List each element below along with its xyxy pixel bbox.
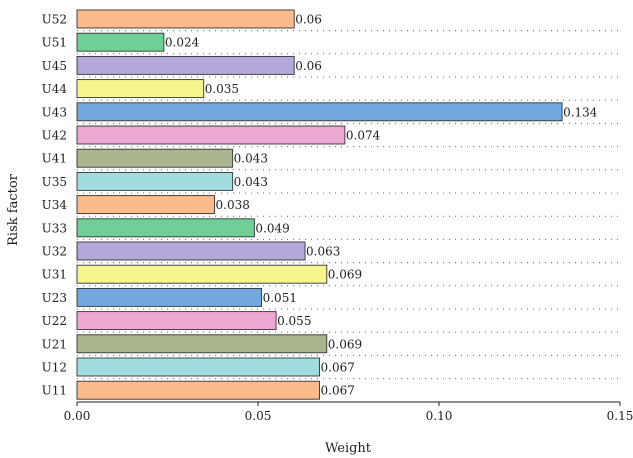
bar-u34	[76, 195, 216, 215]
category-label-u43: U43	[42, 105, 67, 119]
bar-u52	[76, 9, 295, 29]
bar-u11	[76, 380, 320, 400]
bar-u31	[76, 264, 328, 284]
value-label-u23: 0.051	[263, 291, 297, 305]
x-tick-label: 0.05	[245, 409, 272, 423]
category-label-u42: U42	[42, 129, 67, 143]
category-label-u23: U23	[42, 291, 67, 305]
value-label-u12: 0.067	[321, 361, 355, 375]
bars	[76, 9, 563, 400]
category-label-u52: U52	[42, 13, 67, 27]
bar-u41	[76, 148, 234, 168]
value-label-u21: 0.069	[328, 337, 362, 351]
bar-u32	[76, 241, 306, 261]
category-label-u51: U51	[42, 36, 67, 50]
value-label-u11: 0.067	[321, 384, 355, 398]
bar-u51	[76, 32, 165, 52]
value-label-u44: 0.035	[205, 82, 239, 96]
bar-u44	[76, 79, 205, 99]
category-label-u45: U45	[42, 59, 67, 73]
bar-u45	[76, 55, 295, 75]
category-label-u44: U44	[42, 82, 68, 96]
x-tick-label: 0.10	[426, 409, 453, 423]
value-label-u51: 0.024	[165, 36, 200, 50]
category-label-u35: U35	[42, 175, 67, 189]
value-label-u34: 0.038	[216, 198, 250, 212]
category-labels: U52 U51 U45 U44 U43 U42 U41 U35 U34 U33 U32 U31 U23 U…	[42, 13, 68, 398]
value-label-u22: 0.055	[277, 314, 311, 328]
bar-u33	[76, 218, 255, 238]
value-label-u52: 0.06	[295, 13, 322, 27]
category-label-u41: U41	[42, 152, 67, 166]
category-label-u11: U11	[42, 384, 67, 398]
bar-u35	[76, 171, 234, 191]
x-tick-label: 0.00	[64, 409, 91, 423]
grid-lines	[77, 30, 620, 380]
x-axis-title: Weight	[325, 441, 372, 456]
category-label-u33: U33	[42, 221, 67, 235]
value-label-u41: 0.043	[234, 152, 268, 166]
value-labels: 0.06 0.024 0.06 0.035 0.134 0.074 0.043 0.043 0.…	[165, 13, 598, 398]
y-axis-title: Risk factor	[6, 173, 21, 246]
value-label-u33: 0.049	[255, 221, 289, 235]
bar-u23	[76, 287, 263, 307]
value-label-u42: 0.074	[346, 129, 381, 143]
bar-u12	[76, 357, 320, 377]
x-tick-label: 0.15	[607, 409, 633, 423]
category-label-u21: U21	[42, 337, 67, 351]
value-label-u35: 0.043	[234, 175, 268, 189]
value-label-u45: 0.06	[295, 59, 322, 73]
category-label-u34: U34	[42, 198, 68, 212]
bar-u43	[76, 102, 563, 122]
category-label-u31: U31	[42, 268, 67, 282]
value-label-u31: 0.069	[328, 268, 362, 282]
value-label-u32: 0.063	[306, 245, 340, 259]
category-label-u12: U12	[42, 361, 67, 375]
value-label-u43: 0.134	[563, 105, 598, 119]
x-axis: 0.00 0.05 0.10 0.15	[64, 401, 633, 423]
bar-u22	[76, 311, 277, 331]
bar-u21	[76, 334, 328, 354]
category-label-u32: U32	[42, 245, 67, 259]
category-label-u22: U22	[42, 314, 67, 328]
bar-u42	[76, 125, 346, 145]
